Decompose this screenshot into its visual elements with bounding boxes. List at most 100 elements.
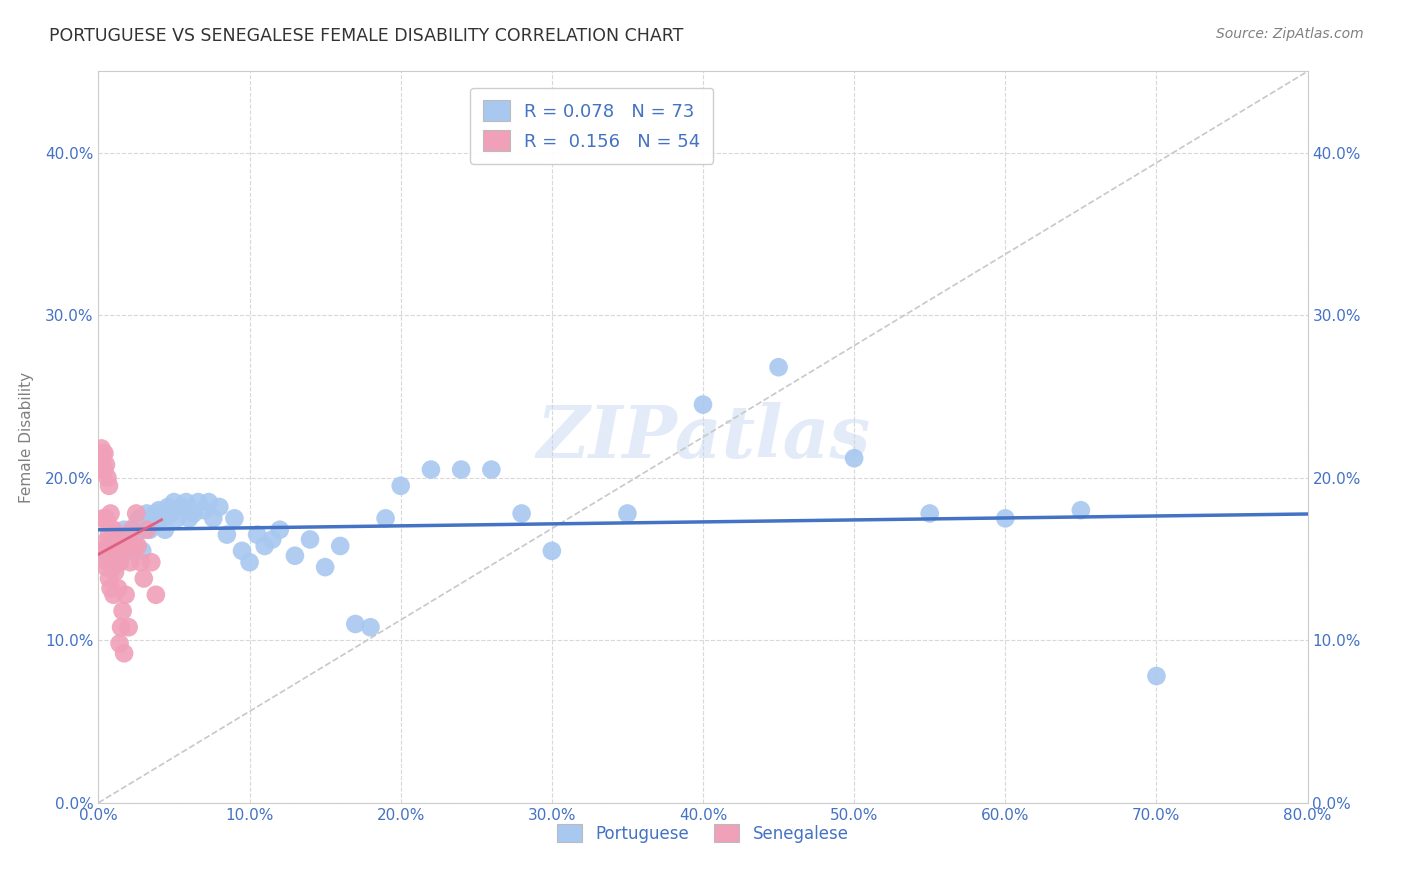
Point: [239, 555, 262, 569]
Point: [253, 539, 276, 553]
Point: [262, 533, 284, 547]
Point: [224, 511, 246, 525]
Point: [389, 479, 412, 493]
Point: [156, 500, 179, 514]
Point: [420, 462, 443, 476]
Point: [108, 555, 131, 569]
Point: [202, 511, 225, 525]
Point: [299, 533, 322, 547]
Point: [104, 539, 127, 553]
Point: [105, 533, 128, 547]
Point: [692, 398, 714, 412]
Point: [110, 533, 132, 547]
Point: [96, 555, 118, 569]
Point: [93, 446, 115, 460]
Point: [129, 555, 152, 569]
Point: [118, 620, 141, 634]
Point: [104, 544, 127, 558]
Point: [107, 544, 129, 558]
Point: [131, 544, 153, 558]
Point: [844, 451, 866, 466]
Point: [183, 507, 205, 521]
Point: [163, 495, 186, 509]
Point: [89, 462, 111, 476]
Point: [111, 544, 134, 558]
Point: [108, 636, 131, 650]
Point: [105, 539, 128, 553]
Point: [104, 565, 127, 579]
Point: [215, 527, 238, 541]
Point: [101, 535, 124, 549]
Point: [91, 458, 114, 472]
Point: [124, 539, 146, 553]
Point: [135, 507, 157, 521]
Point: [127, 523, 149, 537]
Point: [101, 533, 124, 547]
Point: [90, 442, 112, 456]
Point: [284, 549, 307, 563]
Point: [148, 503, 170, 517]
Point: [103, 544, 125, 558]
Point: [122, 539, 145, 553]
Point: [96, 516, 118, 531]
Point: [101, 555, 124, 569]
Point: [100, 507, 122, 521]
Point: [100, 539, 122, 553]
Point: [118, 527, 141, 541]
Point: [128, 511, 150, 525]
Point: [174, 495, 197, 509]
Point: [93, 462, 115, 476]
Point: [187, 495, 209, 509]
Point: [115, 539, 138, 553]
Point: [135, 523, 157, 537]
Point: [108, 555, 131, 569]
Point: [94, 560, 117, 574]
Point: [91, 511, 114, 525]
Point: [344, 617, 367, 632]
Point: [112, 646, 135, 660]
Point: [1144, 669, 1167, 683]
Point: [450, 462, 472, 476]
Point: [269, 523, 291, 537]
Point: [208, 500, 231, 514]
Text: Source: ZipAtlas.com: Source: ZipAtlas.com: [1216, 27, 1364, 41]
Point: [124, 519, 146, 533]
Point: [125, 527, 148, 541]
Point: [132, 511, 155, 525]
Y-axis label: Female Disability: Female Disability: [18, 371, 34, 503]
Point: [111, 604, 134, 618]
Point: [231, 544, 253, 558]
Point: [141, 555, 163, 569]
Point: [768, 360, 790, 375]
Point: [132, 572, 155, 586]
Point: [105, 555, 128, 569]
Point: [103, 560, 125, 574]
Point: [153, 523, 176, 537]
Point: [145, 588, 167, 602]
Point: [98, 572, 121, 586]
Point: [112, 523, 135, 537]
Point: [89, 544, 111, 558]
Point: [120, 555, 142, 569]
Point: [179, 511, 201, 525]
Point: [98, 479, 121, 493]
Point: [100, 552, 122, 566]
Point: [110, 539, 132, 553]
Point: [94, 511, 117, 525]
Point: [374, 511, 396, 525]
Point: [103, 588, 125, 602]
Point: [107, 549, 129, 563]
Point: [150, 511, 173, 525]
Point: [103, 523, 125, 537]
Point: [994, 511, 1017, 525]
Point: [100, 581, 122, 595]
Point: [115, 535, 138, 549]
Point: [98, 527, 121, 541]
Point: [160, 507, 183, 521]
Text: PORTUGUESE VS SENEGALESE FEMALE DISABILITY CORRELATION CHART: PORTUGUESE VS SENEGALESE FEMALE DISABILI…: [49, 27, 683, 45]
Point: [120, 544, 142, 558]
Point: [616, 507, 638, 521]
Point: [193, 503, 215, 517]
Point: [121, 523, 143, 537]
Point: [114, 588, 136, 602]
